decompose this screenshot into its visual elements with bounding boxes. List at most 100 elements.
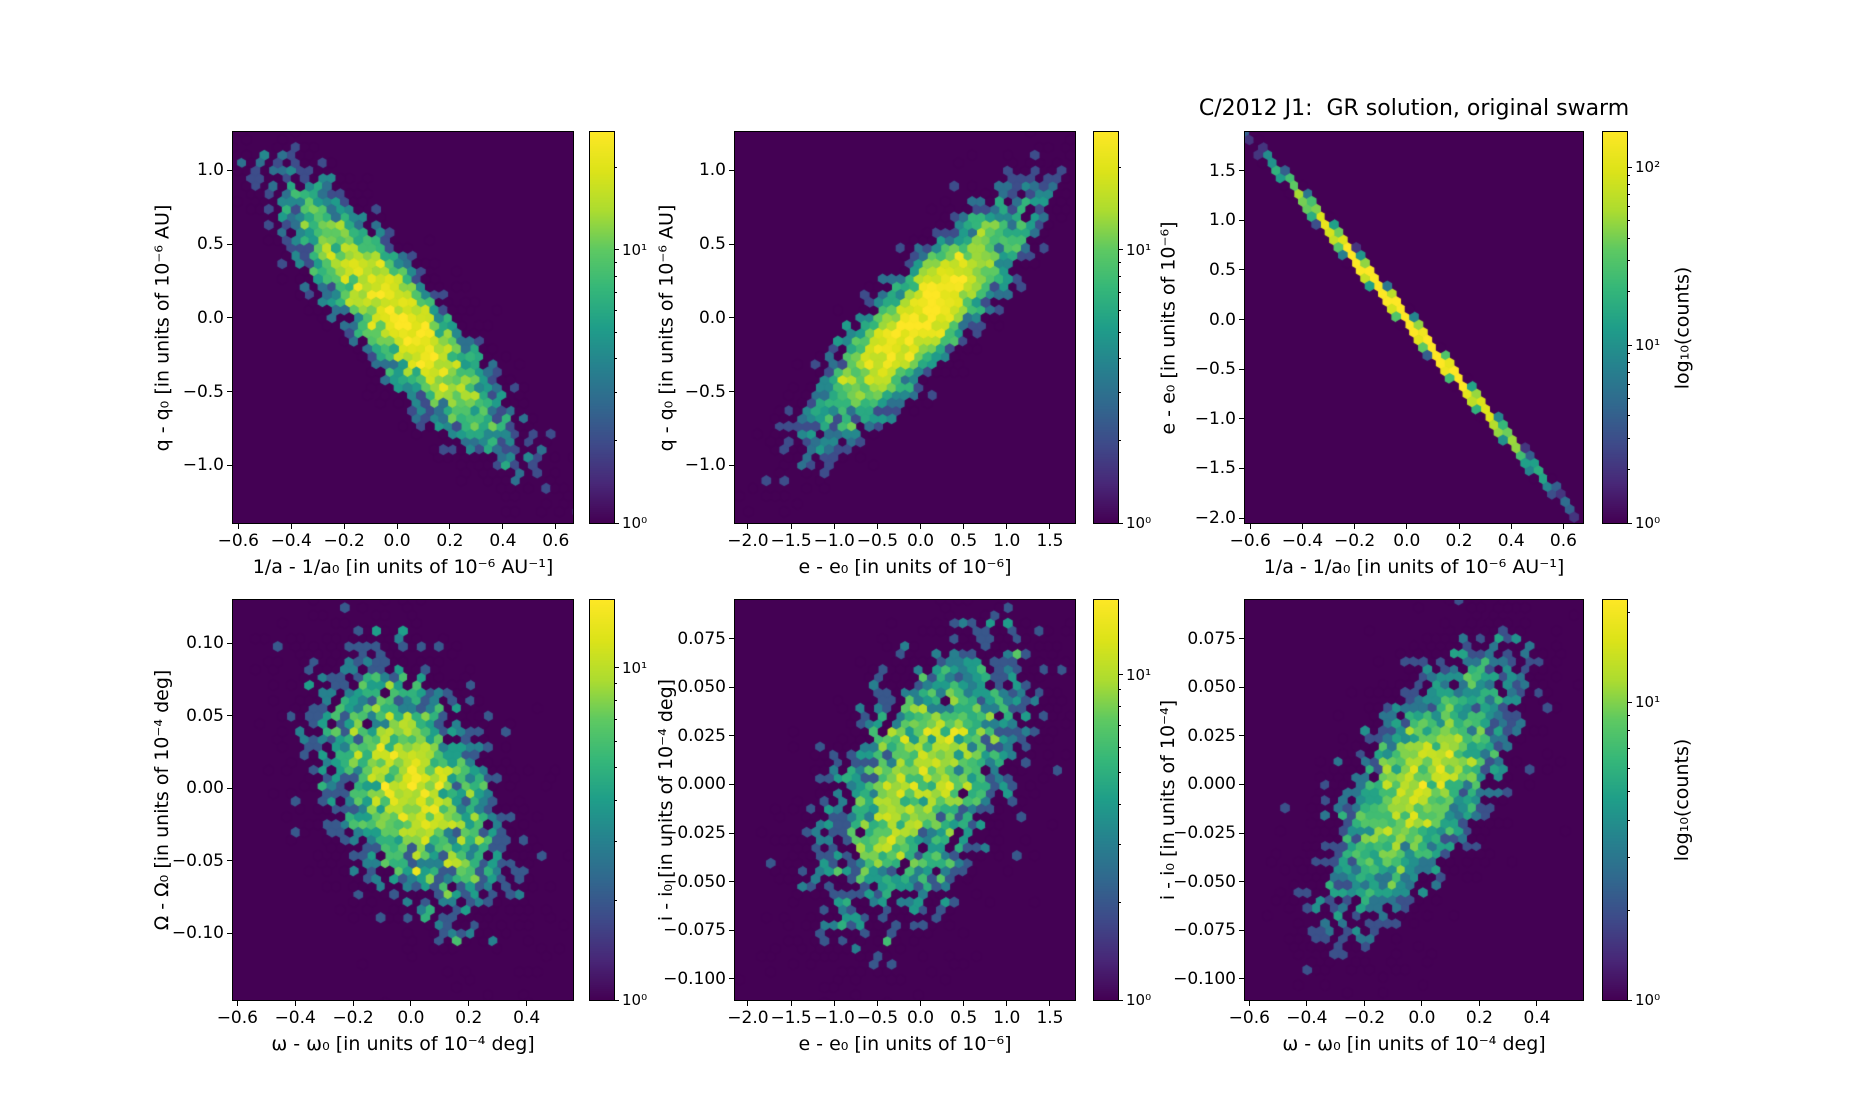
x-tick-mark xyxy=(352,1001,354,1006)
colorbar-frame xyxy=(1602,131,1628,524)
colorbar-minor-tick-mark xyxy=(614,841,617,842)
y-tick-label: −0.10 xyxy=(171,923,224,944)
y-tick-label: 0.05 xyxy=(186,705,224,726)
x-tick-label: −0.4 xyxy=(274,1008,316,1028)
x-tick-mark xyxy=(343,524,345,529)
y-tick-mark xyxy=(227,787,232,789)
colorbar-minor-tick-mark xyxy=(614,899,617,901)
colorbar-tick-label: 10⁰ xyxy=(1126,991,1152,1009)
y-tick-label: 0.075 xyxy=(677,628,726,649)
colorbar-minor-tick-mark xyxy=(614,767,617,769)
x-tick-mark xyxy=(920,1001,922,1006)
x-tick-label: −2.0 xyxy=(727,1008,769,1028)
colorbar-label: log₁₀(counts) xyxy=(1671,266,1693,389)
x-tick-label: −1.0 xyxy=(813,1008,855,1028)
colorbar-tick-label: 10⁰ xyxy=(622,514,648,532)
colorbar-minor-tick-mark xyxy=(1627,237,1630,239)
colorbar-minor-tick-mark xyxy=(1627,352,1630,354)
colorbar-tick-label: 10¹ xyxy=(1126,240,1152,259)
y-tick-label: 1.0 xyxy=(698,160,726,181)
y-tick-mark xyxy=(1239,368,1244,370)
colorbar-minor-tick-mark xyxy=(1118,440,1121,442)
y-tick-label: −1.0 xyxy=(684,455,726,476)
hexbin-plot-frame xyxy=(1244,131,1584,524)
x-tick-mark xyxy=(236,1001,238,1006)
hexbin-plot-canvas-panel-top-left xyxy=(233,132,573,523)
colorbar-canvas-panel-bottom-middle xyxy=(1094,600,1118,1000)
colorbar-tick-label: 10¹ xyxy=(622,240,648,259)
y-tick-mark xyxy=(227,464,232,466)
colorbar-minor-tick-mark xyxy=(614,699,617,701)
x-tick-mark xyxy=(1248,1001,1250,1006)
colorbar-tick-label: 10¹ xyxy=(622,658,648,677)
colorbar-minor-tick-mark xyxy=(1627,372,1630,374)
x-tick-label: 0.6 xyxy=(1549,531,1577,551)
x-tick-mark xyxy=(1249,524,1251,529)
x-tick-mark xyxy=(1478,1001,1480,1006)
colorbar-minor-tick-mark xyxy=(614,718,617,720)
x-tick-label: 1.0 xyxy=(993,531,1021,551)
x-tick-label: 0.2 xyxy=(1465,1008,1493,1028)
hexbin-plot-frame xyxy=(734,599,1076,1001)
y-tick-mark xyxy=(729,735,734,737)
x-tick-mark xyxy=(1562,524,1564,529)
colorbar-canvas-panel-bottom-right xyxy=(1603,600,1627,1000)
y-axis-label: i - i₀ [in units of 10⁻⁴] xyxy=(1157,699,1179,901)
colorbar-minor-tick-mark xyxy=(1627,259,1630,261)
y-tick-label: −0.075 xyxy=(663,920,726,941)
colorbar-minor-tick-mark xyxy=(1118,844,1121,846)
y-tick-mark xyxy=(227,715,232,717)
x-tick-mark xyxy=(963,524,965,529)
x-tick-mark xyxy=(1306,1001,1308,1006)
x-tick-mark xyxy=(290,524,292,529)
colorbar-minor-tick-mark xyxy=(614,440,617,442)
x-tick-mark xyxy=(1406,524,1408,529)
x-tick-label: 0.5 xyxy=(950,1008,978,1028)
y-tick-label: −0.05 xyxy=(171,850,224,871)
x-tick-label: 0.5 xyxy=(950,531,978,551)
x-tick-mark xyxy=(1458,524,1460,529)
x-tick-label: 0.2 xyxy=(436,531,464,551)
hexbin-plot-frame xyxy=(734,131,1076,524)
x-tick-label: 0.4 xyxy=(513,1008,541,1028)
colorbar-tick-mark xyxy=(614,249,619,251)
y-tick-label: 1.0 xyxy=(196,160,224,181)
y-tick-mark xyxy=(1239,832,1244,834)
x-tick-mark xyxy=(1301,524,1303,529)
y-tick-mark xyxy=(1239,735,1244,737)
figure-title: C/2012 J1: GR solution, original swarm xyxy=(1198,96,1630,121)
colorbar-minor-tick-mark xyxy=(1627,415,1630,417)
y-tick-label: −0.5 xyxy=(1194,359,1236,380)
y-tick-label: −1.0 xyxy=(1194,408,1236,429)
x-tick-mark xyxy=(1049,524,1051,529)
x-tick-label: 0.4 xyxy=(1523,1008,1551,1028)
colorbar-minor-tick-mark xyxy=(614,309,617,311)
colorbar-minor-tick-mark xyxy=(614,261,617,263)
y-tick-label: 0.025 xyxy=(677,725,726,746)
y-tick-label: 0.10 xyxy=(186,633,224,654)
x-tick-label: −0.5 xyxy=(856,1008,899,1028)
y-tick-label: 0.050 xyxy=(677,677,726,698)
y-tick-label: 0.000 xyxy=(1187,774,1236,795)
x-tick-label: 0.2 xyxy=(1445,531,1473,551)
x-tick-label: 0.6 xyxy=(542,531,570,551)
colorbar-canvas-panel-top-right xyxy=(1603,132,1627,523)
colorbar-tick-mark xyxy=(1118,522,1123,524)
y-tick-mark xyxy=(1239,219,1244,221)
y-tick-mark xyxy=(729,243,734,245)
colorbar-minor-tick-mark xyxy=(1627,820,1630,822)
colorbar-tick-mark xyxy=(1118,999,1123,1001)
colorbar-minor-tick-mark xyxy=(614,392,617,394)
y-tick-mark xyxy=(227,169,232,171)
colorbar-minor-tick-mark xyxy=(1118,803,1121,805)
colorbar-label: log₁₀(counts) xyxy=(1671,738,1693,862)
colorbar-minor-tick-mark xyxy=(1627,398,1630,400)
y-tick-label: 1.5 xyxy=(1208,160,1236,181)
y-tick-mark xyxy=(729,978,734,980)
x-tick-label: −1.0 xyxy=(813,531,855,551)
colorbar-minor-tick-mark xyxy=(1627,791,1630,793)
y-tick-mark xyxy=(729,638,734,640)
colorbar-minor-tick-mark xyxy=(1627,291,1630,293)
y-tick-label: −0.5 xyxy=(684,381,726,402)
x-tick-label: −0.4 xyxy=(270,531,312,551)
